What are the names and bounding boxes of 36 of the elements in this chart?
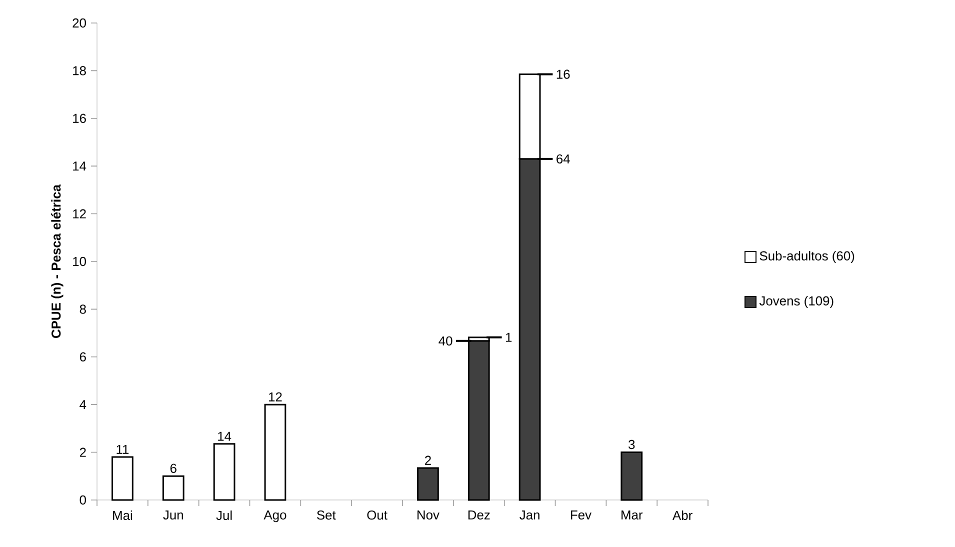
y-tick-label: 12 xyxy=(73,209,86,218)
x-tick-label: Ago xyxy=(264,510,286,522)
x-tick-label: Out xyxy=(367,510,388,520)
y-tick-label: 20 xyxy=(72,18,86,28)
x-tick-label: Abr xyxy=(672,510,692,520)
y-tick-label: 8 xyxy=(80,304,86,314)
annotation: 3 xyxy=(628,440,635,450)
y-tick-label: 18 xyxy=(73,66,86,76)
x-tick-label: Mai xyxy=(113,510,132,520)
y-tick-label: 2 xyxy=(80,448,86,457)
annotation: 14 xyxy=(218,432,232,441)
x-tick-label: Jul xyxy=(216,510,232,520)
x-tick-label: Jun xyxy=(163,510,183,520)
annotation: 12 xyxy=(269,392,282,402)
y-tick-label: 4 xyxy=(80,400,86,410)
y-tick-label: 16 xyxy=(73,114,86,123)
x-tick-label: Fev xyxy=(570,510,592,520)
y-tick-label: 0 xyxy=(80,495,86,505)
legend-label: Sub-adultos (60) xyxy=(760,250,854,264)
annotation: 40 xyxy=(438,336,452,346)
x-tick-label: Nov xyxy=(418,510,440,520)
x-tick-label: Set xyxy=(317,510,336,520)
annotation: 11 xyxy=(116,444,129,454)
y-axis-title: CPUE (n) - Pesca elétrica xyxy=(51,184,64,338)
x-tick-label: Dez xyxy=(468,510,490,520)
annotation: 2 xyxy=(425,456,431,465)
annotation: 16 xyxy=(556,70,570,79)
annotation: 64 xyxy=(556,154,570,164)
y-tick-label: 10 xyxy=(73,256,86,266)
annotation: 1 xyxy=(506,332,512,342)
y-tick-label: 14 xyxy=(73,162,86,171)
y-tick-label: 6 xyxy=(80,352,86,362)
x-tick-label: Jan xyxy=(520,510,540,520)
legend-label: Jovens (109) xyxy=(759,296,834,308)
annotation: 6 xyxy=(170,464,176,473)
x-tick-label: Mar xyxy=(622,510,643,520)
